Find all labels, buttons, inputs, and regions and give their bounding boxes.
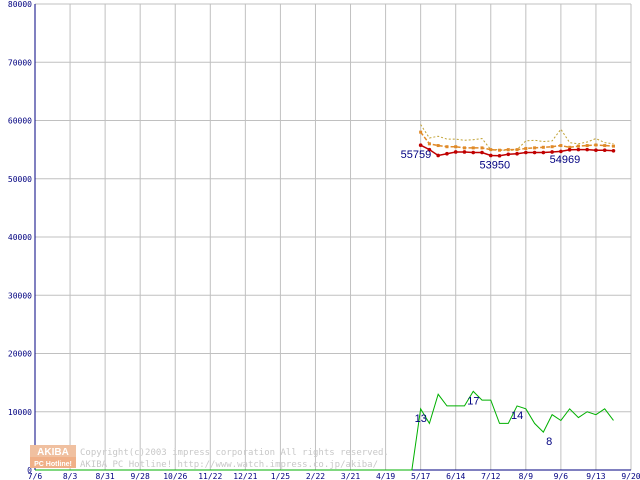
x-tick-label: 1/25: [271, 472, 290, 480]
akiba-logo: AKIBA PC Hotline!: [30, 445, 76, 468]
point-min: [559, 149, 563, 154]
logo-bottom-text: PC Hotline!: [34, 461, 72, 468]
x-tick-label: 8/31: [95, 472, 114, 480]
data-label: 13: [415, 413, 427, 425]
x-tick-label: 7/12: [481, 472, 500, 480]
point-min: [611, 148, 616, 153]
point-min: [462, 150, 467, 154]
x-tick-label: 8/9: [519, 472, 534, 480]
point-avg: [471, 146, 475, 150]
x-tick-label: 3/21: [341, 472, 360, 480]
data-label: 17: [467, 395, 479, 407]
point-avg: [576, 144, 580, 148]
point-avg: [506, 148, 510, 152]
x-tick-label: 4/19: [376, 472, 395, 480]
data-label: 53950: [480, 160, 511, 172]
point-avg: [515, 148, 519, 152]
x-tick-label: 8/3: [63, 472, 78, 480]
y-tick-label: 40000: [8, 233, 32, 242]
point-min: [602, 148, 607, 153]
x-tick-label: 7/6: [28, 472, 43, 480]
point-avg: [524, 146, 528, 150]
point-avg: [594, 143, 598, 147]
y-tick-label: 60000: [8, 117, 32, 126]
point-min: [585, 147, 589, 152]
x-tick-label: 9/28: [131, 472, 150, 480]
site-url-text: AKIBA PC Hotline! http://www.watch.impre…: [80, 460, 378, 470]
point-avg: [445, 145, 449, 149]
x-tick-label: 10/26: [163, 472, 187, 480]
point-avg: [480, 146, 484, 150]
point-avg: [541, 145, 545, 149]
x-tick-label: 12/21: [233, 472, 257, 480]
point-min: [497, 153, 502, 158]
point-min: [541, 150, 546, 155]
point-avg: [611, 144, 615, 148]
grid: [34, 3, 632, 471]
y-tick-label: 10000: [8, 408, 32, 417]
data-labels: 55759 53950 54969 13 17 14 8: [401, 149, 581, 448]
point-min: [532, 150, 537, 155]
point-avg: [419, 130, 423, 134]
point-min: [550, 150, 554, 154]
x-tick-label: 9/20: [621, 472, 640, 480]
point-min: [418, 143, 423, 148]
x-tick-label: 6/14: [446, 472, 465, 480]
series-lines: [35, 124, 616, 471]
point-avg: [427, 142, 431, 146]
data-label: 14: [511, 410, 523, 422]
point-min: [453, 150, 458, 154]
point-min: [480, 150, 484, 155]
x-tick-label: 5/17: [411, 472, 430, 480]
point-min: [445, 151, 449, 156]
point-avg: [436, 144, 440, 148]
x-tick-label: 9/6: [554, 472, 569, 480]
point-min: [594, 148, 598, 153]
point-min: [515, 151, 519, 156]
y-tick-label: 0: [27, 466, 32, 475]
point-min: [488, 153, 493, 158]
point-avg: [489, 148, 493, 152]
point-min: [427, 147, 432, 152]
point-avg: [550, 145, 554, 149]
point-avg: [568, 145, 572, 149]
y-tick-label: 30000: [8, 291, 32, 300]
data-label: 54969: [550, 154, 581, 166]
point-min: [567, 148, 572, 152]
x-tick-label: 9/13: [586, 472, 605, 480]
point-avg: [603, 144, 607, 148]
point-min: [576, 147, 581, 152]
y-tick-label: 80000: [8, 0, 32, 9]
tick-labels: 0 10000 20000 30000 40000 50000 60000 70000 8000…: [8, 0, 640, 480]
series-line-count: [35, 390, 614, 471]
y-tick-label: 50000: [8, 175, 32, 184]
point-avg: [533, 146, 537, 150]
watermark: AKIBA PC Hotline! Copyright(c)2003 impre…: [30, 445, 389, 470]
point-avg: [454, 145, 458, 149]
point-avg: [559, 144, 563, 148]
y-tick-label: 20000: [8, 350, 32, 359]
y-tick-label: 70000: [8, 58, 32, 67]
point-avg: [498, 148, 502, 152]
point-avg: [585, 144, 589, 148]
point-min: [506, 152, 511, 157]
logo-top-text: AKIBA: [37, 447, 69, 458]
point-min: [436, 153, 440, 158]
point-min: [524, 150, 528, 155]
x-tick-label: 2/22: [306, 472, 325, 480]
point-min: [471, 150, 476, 155]
x-tick-label: 11/22: [198, 472, 222, 480]
point-avg: [462, 146, 466, 150]
data-label: 55759: [401, 149, 432, 161]
data-label: 8: [546, 436, 552, 448]
copyright-text: Copyright(c)2003 impress corporation All…: [80, 448, 389, 458]
